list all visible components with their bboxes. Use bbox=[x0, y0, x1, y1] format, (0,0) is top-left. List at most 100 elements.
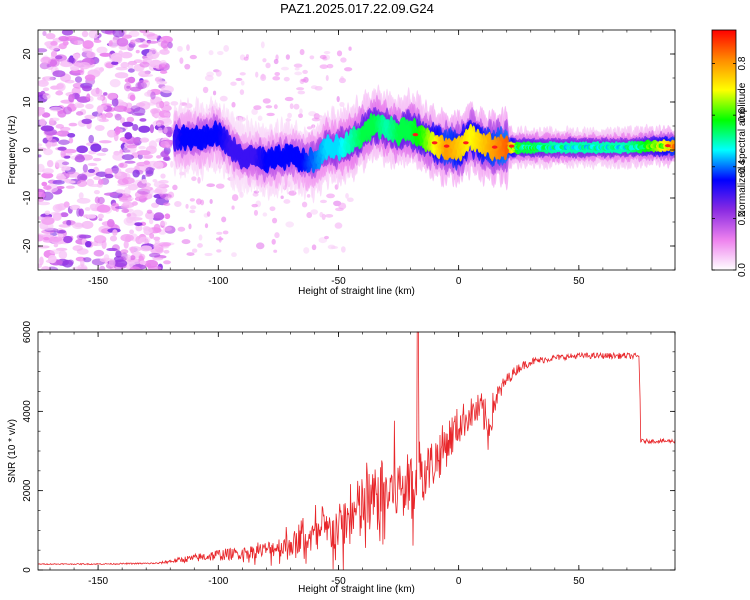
ridge-segment bbox=[671, 143, 675, 150]
noise-blob bbox=[177, 45, 183, 52]
noise-blob bbox=[38, 48, 48, 53]
noise-blob bbox=[345, 192, 349, 199]
noise-blob bbox=[260, 73, 265, 80]
noise-blob bbox=[253, 209, 259, 216]
noise-blob bbox=[153, 223, 161, 233]
noise-blob bbox=[177, 226, 186, 232]
noise-blob bbox=[76, 145, 88, 154]
noise-blob bbox=[240, 80, 245, 86]
noise-blob bbox=[179, 57, 184, 65]
noise-blob bbox=[319, 54, 327, 60]
noise-blob bbox=[306, 212, 313, 219]
noise-blob bbox=[88, 30, 100, 39]
noise-blob bbox=[239, 72, 246, 76]
noise-blob bbox=[65, 171, 80, 178]
noise-blob bbox=[273, 58, 279, 65]
noise-blob bbox=[269, 206, 276, 212]
noise-blob bbox=[96, 204, 111, 213]
noise-blob bbox=[208, 50, 214, 56]
noise-blob bbox=[145, 166, 155, 175]
noise-blob bbox=[136, 150, 151, 156]
noise-blob bbox=[323, 51, 331, 55]
noise-blob bbox=[56, 130, 70, 137]
noise-blob bbox=[150, 91, 156, 100]
noise-blob bbox=[40, 125, 54, 132]
y-tick-label: -10 bbox=[22, 190, 33, 205]
noise-blob bbox=[161, 63, 165, 68]
noise-blob bbox=[191, 176, 197, 182]
noise-blob bbox=[42, 226, 54, 231]
noise-blob bbox=[265, 62, 271, 69]
noise-blob bbox=[253, 105, 262, 110]
x-tick-label: 50 bbox=[573, 276, 585, 287]
noise-blob bbox=[319, 211, 324, 218]
noise-blob bbox=[140, 137, 150, 143]
snr-y-axis-label: SNR (10 * v/v) bbox=[7, 419, 18, 483]
noise-blob bbox=[310, 85, 318, 90]
noise-blob bbox=[66, 219, 72, 226]
noise-blob bbox=[348, 46, 352, 51]
noise-blob bbox=[311, 244, 317, 251]
noise-blob bbox=[52, 212, 62, 221]
noise-blob bbox=[303, 247, 310, 254]
noise-blob bbox=[149, 124, 154, 134]
noise-blob bbox=[38, 192, 46, 199]
noise-blob bbox=[101, 30, 115, 34]
noise-blob bbox=[78, 234, 92, 239]
noise-blob bbox=[56, 229, 67, 234]
noise-blob bbox=[112, 30, 125, 38]
noise-blob bbox=[138, 79, 149, 84]
noise-blob bbox=[222, 230, 229, 235]
noise-blob bbox=[106, 247, 118, 252]
noise-blob bbox=[153, 212, 165, 221]
noise-blob bbox=[280, 66, 290, 71]
noise-blob bbox=[85, 103, 94, 110]
noise-blob bbox=[50, 41, 58, 47]
noise-blob bbox=[191, 248, 198, 253]
noise-blob bbox=[68, 122, 78, 127]
noise-blob bbox=[91, 243, 103, 247]
noise-blob bbox=[42, 168, 54, 174]
noise-blob bbox=[58, 43, 67, 50]
noise-blob bbox=[46, 159, 54, 168]
noise-blob bbox=[112, 229, 118, 236]
noise-blob bbox=[197, 243, 203, 248]
noise-blob bbox=[338, 202, 347, 210]
noise-blob bbox=[89, 203, 98, 210]
noise-blob bbox=[76, 197, 91, 204]
noise-blob bbox=[74, 155, 86, 163]
noise-blob bbox=[98, 105, 108, 111]
noise-blob bbox=[106, 219, 115, 228]
y-tick-label: 0 bbox=[22, 147, 33, 153]
noise-blob bbox=[59, 61, 73, 68]
noise-blob bbox=[71, 266, 86, 270]
noise-blob bbox=[93, 189, 100, 195]
noise-blob bbox=[143, 226, 153, 236]
noise-blob bbox=[81, 220, 94, 229]
noise-blob bbox=[59, 212, 69, 218]
noise-blob bbox=[114, 113, 122, 121]
noise-blob bbox=[61, 30, 74, 36]
noise-blob bbox=[132, 137, 140, 144]
noise-blob bbox=[118, 162, 128, 169]
noise-blob bbox=[274, 232, 280, 239]
noise-blob bbox=[56, 185, 65, 190]
noise-blob bbox=[163, 126, 168, 134]
noise-blob bbox=[61, 161, 70, 166]
noise-blob bbox=[165, 131, 173, 138]
noise-blob bbox=[164, 213, 171, 220]
noise-blob bbox=[136, 102, 146, 107]
noise-blob bbox=[113, 259, 128, 268]
noise-blob bbox=[184, 63, 191, 70]
noise-blob bbox=[146, 209, 153, 214]
noise-blob bbox=[58, 139, 70, 145]
noise-blob bbox=[239, 89, 245, 96]
noise-blob bbox=[146, 160, 161, 168]
noise-blob bbox=[126, 144, 138, 149]
y-tick-label: 4000 bbox=[22, 400, 33, 423]
noise-blob bbox=[38, 234, 44, 242]
noise-blob bbox=[157, 127, 163, 133]
noise-blob bbox=[138, 44, 149, 48]
noise-blob bbox=[139, 260, 147, 265]
noise-blob bbox=[50, 50, 58, 57]
